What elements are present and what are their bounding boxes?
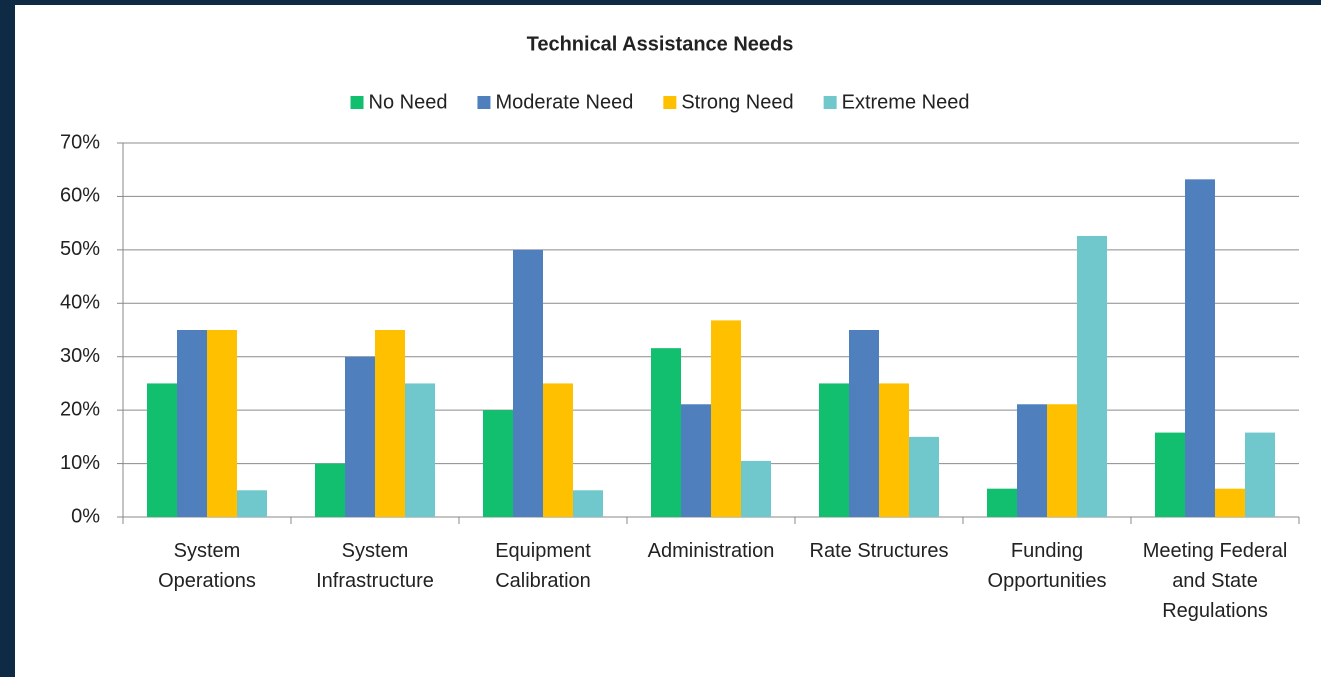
chart-title: Technical Assistance Needs: [527, 33, 794, 55]
bar: [483, 410, 513, 517]
bar: [711, 320, 741, 517]
x-tick-label: Funding Opportunities: [987, 540, 1107, 592]
x-tick-label: Rate Structures: [809, 540, 949, 562]
bar: [741, 460, 771, 517]
bar: [909, 436, 939, 517]
x-tick-label: Equipment Calibration: [495, 540, 591, 592]
legend-swatch: [477, 96, 491, 109]
bar: [315, 463, 345, 517]
bar: [573, 490, 603, 517]
legend-swatch: [663, 96, 677, 109]
bar: [543, 383, 573, 517]
bar: [1185, 179, 1215, 517]
bar: [849, 330, 879, 517]
bar: [1077, 235, 1107, 518]
x-tick-label: Administration: [647, 540, 775, 562]
bar: [1155, 432, 1185, 517]
bar: [237, 490, 267, 517]
bar: [375, 330, 405, 517]
y-tick-label: 60%: [60, 185, 100, 207]
y-tick-label: 10%: [60, 452, 100, 474]
bar: [513, 249, 543, 517]
bar: [1047, 404, 1077, 517]
y-tick-label: 30%: [60, 345, 100, 367]
bar: [987, 488, 1017, 517]
x-tick-label: Meeting Federal and State Regulations: [1142, 540, 1288, 622]
bar: [1215, 488, 1245, 517]
x-tick-label: System Operations: [158, 540, 256, 592]
bar: [651, 348, 681, 517]
bar: [345, 356, 375, 517]
bar: [819, 383, 849, 517]
legend-label: Extreme Need: [842, 91, 970, 113]
bar: [879, 383, 909, 517]
bar: [147, 383, 177, 517]
y-tick-label: 50%: [60, 238, 100, 260]
bar: [1245, 432, 1275, 517]
legend-label: Strong Need: [681, 91, 793, 113]
legend-label: Moderate Need: [495, 91, 633, 113]
legend-label: No Need: [369, 91, 448, 113]
legend-swatch: [823, 96, 837, 109]
y-tick-label: 0%: [71, 505, 100, 527]
bar: [681, 404, 711, 517]
legend-swatch: [350, 96, 364, 109]
bar: [207, 330, 237, 517]
y-tick-label: 40%: [60, 292, 100, 314]
y-tick-label: 20%: [60, 398, 100, 420]
y-tick-label: 70%: [60, 131, 100, 153]
bar: [1017, 404, 1047, 517]
bar: [177, 330, 207, 517]
x-tick-label: System Infrastructure: [316, 540, 434, 592]
bar: [405, 383, 435, 517]
